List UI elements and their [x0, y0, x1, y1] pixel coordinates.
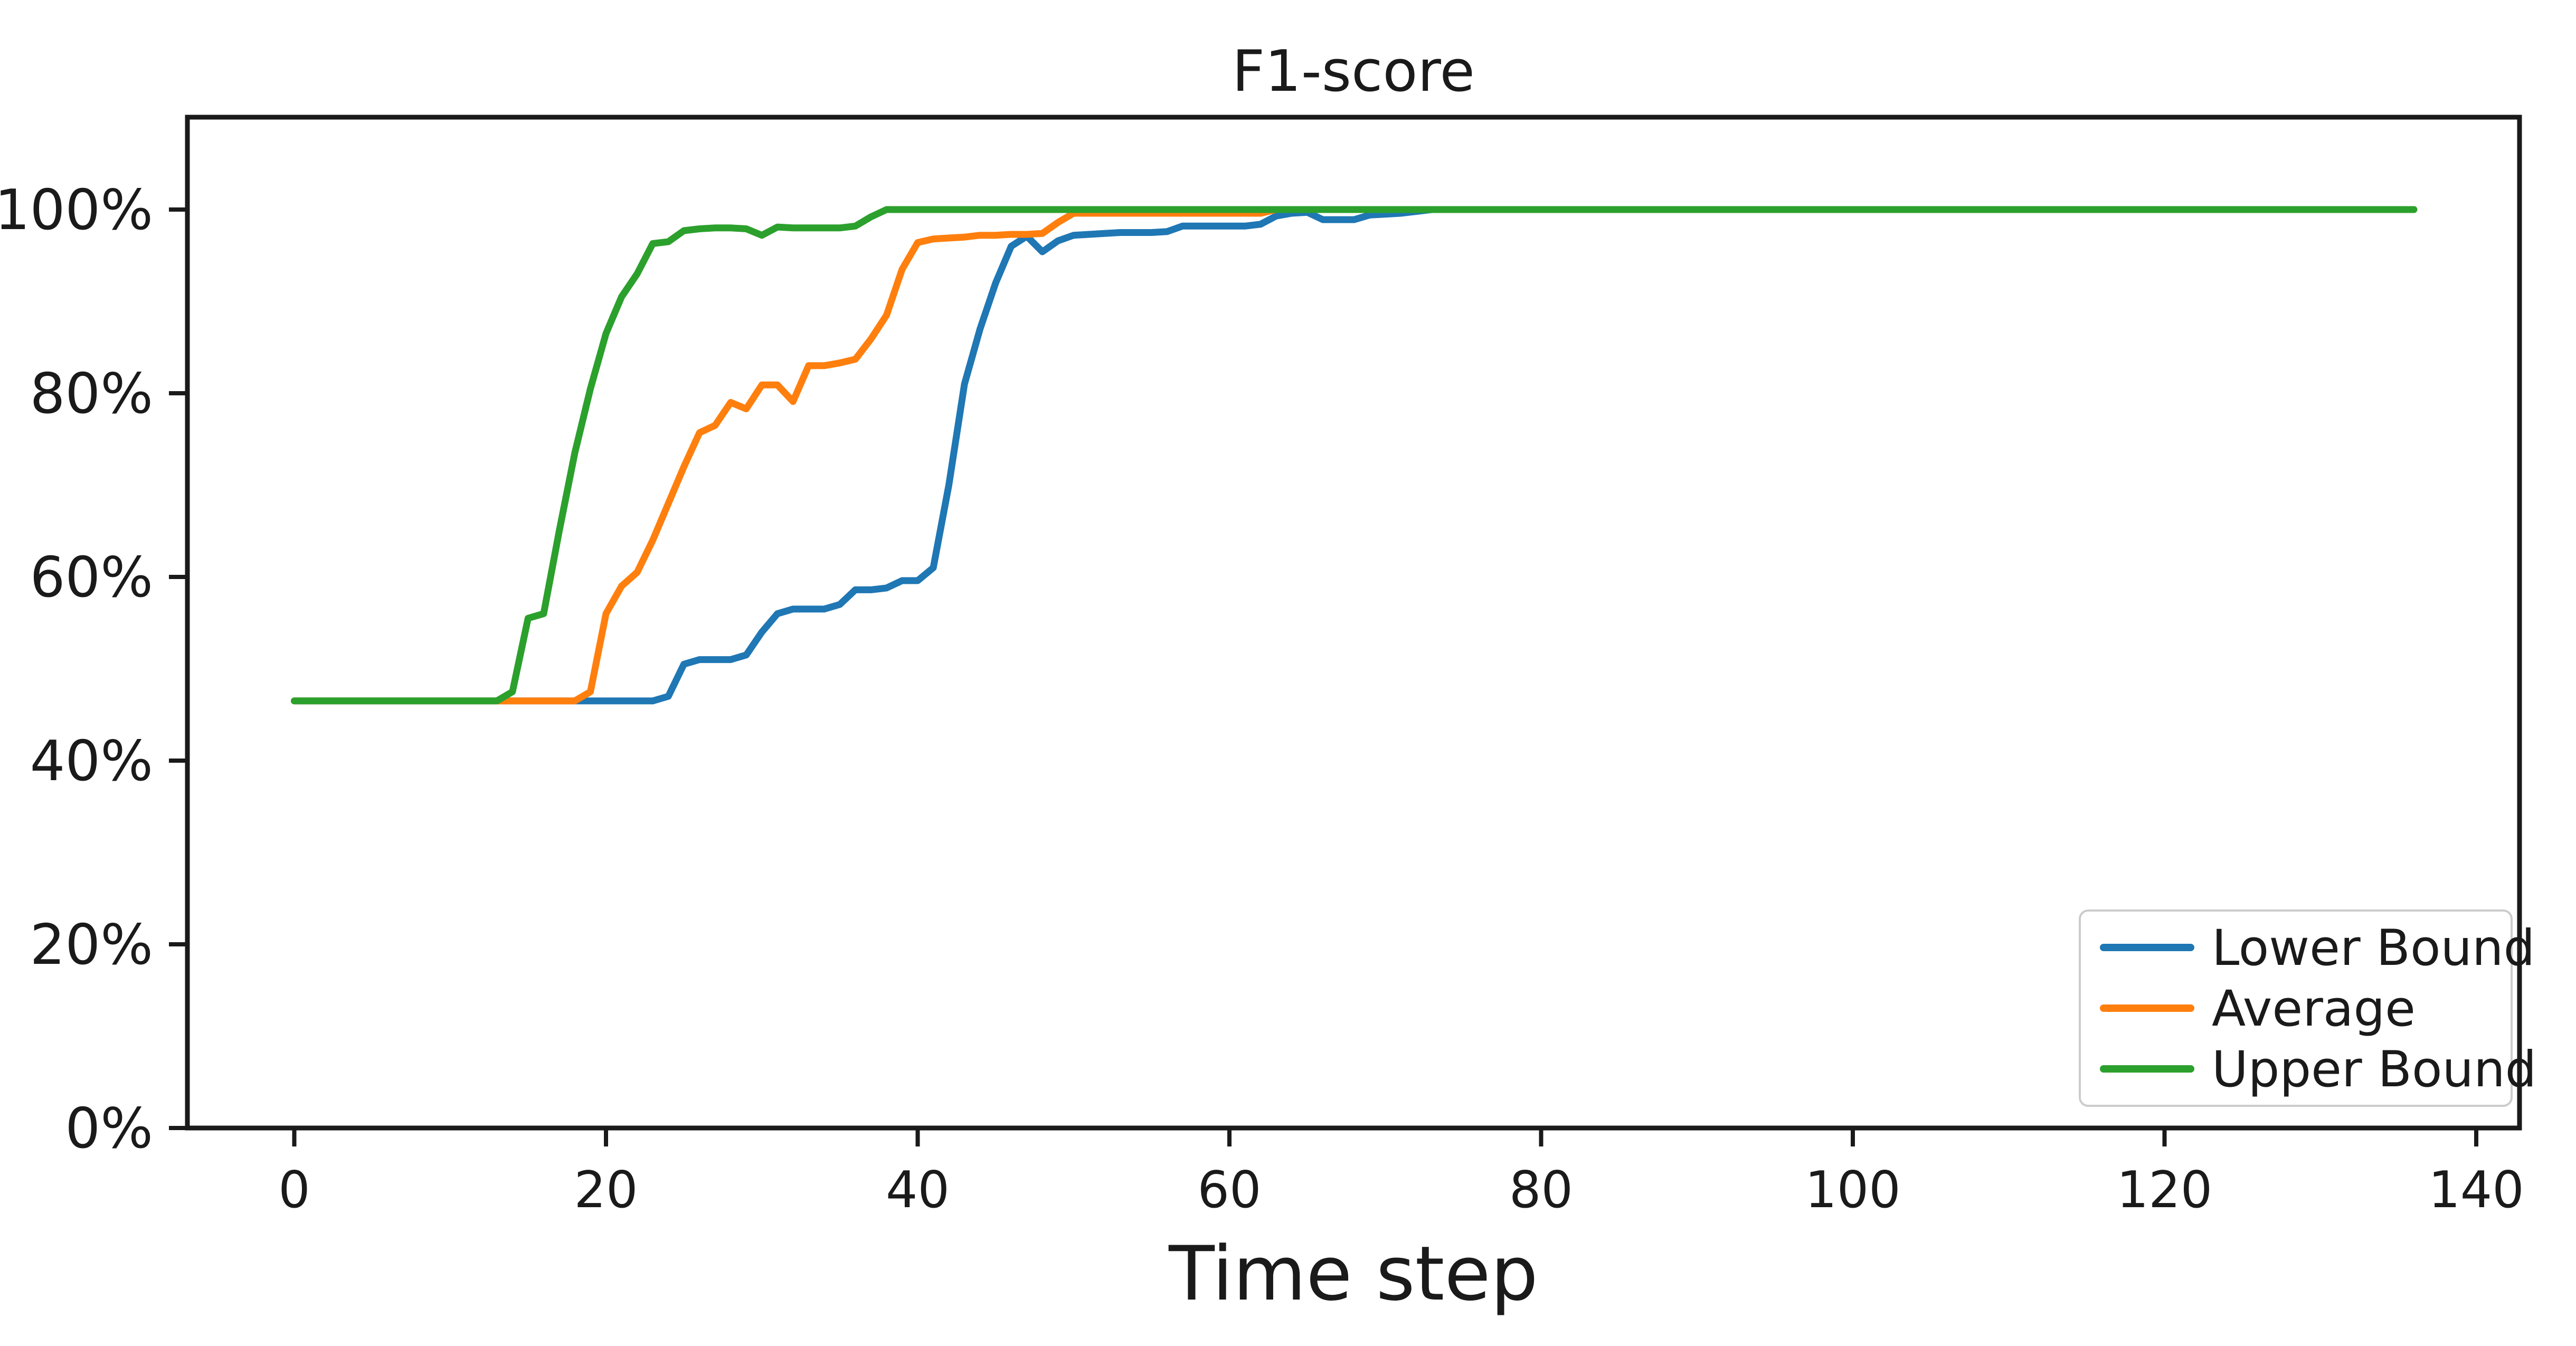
- x-tick-label: 0: [278, 1161, 310, 1219]
- series-line-average: [291, 206, 2418, 705]
- series-line-upper-bound: [291, 206, 2418, 705]
- x-tick-label: 40: [886, 1161, 950, 1219]
- x-tick-label: 80: [1509, 1161, 1573, 1219]
- legend-label-upper-bound: Upper Bound: [2212, 1041, 2536, 1098]
- y-tick-label: 40%: [30, 729, 153, 793]
- y-tick-label: 80%: [30, 362, 153, 426]
- y-tick-label: 0%: [65, 1096, 153, 1161]
- axes-frame: [185, 115, 2522, 1131]
- legend-box: [2079, 909, 2513, 1107]
- legend-label-lower-bound: Lower Bound: [2212, 920, 2535, 977]
- legend-label-average: Average: [2212, 980, 2416, 1038]
- y-tick-label: 60%: [30, 545, 153, 610]
- x-axis-label: Time step: [1168, 1230, 1538, 1317]
- x-tick-label: 60: [1198, 1161, 1262, 1219]
- x-tick-label: 20: [574, 1161, 638, 1219]
- y-tick-label: 100%: [0, 178, 153, 242]
- x-tick-label: 140: [2428, 1161, 2524, 1219]
- chart-title: F1-score: [1232, 39, 1475, 105]
- x-tick-label: 120: [2117, 1161, 2212, 1219]
- plot-area: 0 20 40 60 80 100 120 140 0% 20% 40% 60% 80% 100%: [0, 115, 2524, 1219]
- x-tick-label: 100: [1805, 1161, 1900, 1219]
- series-line-lower-bound: [291, 206, 2418, 705]
- y-tick-label: 20%: [30, 913, 153, 977]
